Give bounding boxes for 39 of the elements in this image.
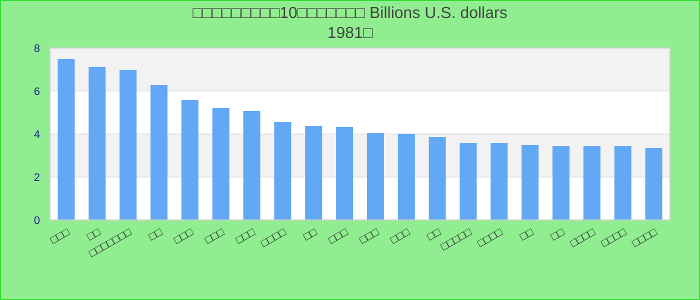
- bar: [120, 70, 137, 220]
- bar: [212, 108, 230, 220]
- x-tick-label: □□□: [388, 226, 412, 247]
- x-tick-label: □□: [302, 226, 320, 244]
- bar: [614, 146, 632, 220]
- bar: [336, 126, 354, 220]
- bar: [398, 134, 415, 220]
- x-tick-label: □□□: [234, 226, 258, 247]
- x-tick-label: □□□: [326, 226, 350, 247]
- bar: [88, 66, 106, 220]
- bar: [181, 100, 198, 220]
- x-tick-label: □□: [548, 226, 567, 244]
- bar: [460, 143, 477, 220]
- bar: [150, 84, 168, 220]
- bar: [522, 144, 539, 220]
- bar: [274, 122, 292, 220]
- bar: [58, 58, 75, 220]
- y-tick-label: 6: [34, 86, 40, 98]
- x-tick-label: □□: [146, 226, 165, 244]
- chart-title: □□□□□□□□□10□□□□□□□ Billions U.S. dollars: [192, 5, 508, 22]
- bar: [366, 132, 384, 220]
- chart-subtitle: 1981□: [327, 25, 373, 42]
- bar: [243, 110, 260, 220]
- x-tick-label: □□: [425, 226, 444, 244]
- y-tick-label: 8: [34, 42, 40, 55]
- bar: [552, 146, 570, 220]
- y-tick-label: 4: [34, 128, 40, 141]
- y-tick-label: 2: [34, 172, 40, 184]
- x-tick-label: □□□: [203, 226, 227, 247]
- x-tick-label: □□□: [48, 226, 72, 247]
- bar: [645, 148, 662, 220]
- bar: [305, 126, 322, 220]
- bar: [583, 146, 600, 220]
- y-tick-label: 0: [34, 214, 40, 227]
- x-tick-label: □□□: [172, 226, 196, 247]
- bar: [490, 143, 508, 220]
- bar: [428, 137, 446, 220]
- x-tick-label: □□□: [358, 226, 382, 247]
- x-tick-label: □□: [518, 226, 536, 244]
